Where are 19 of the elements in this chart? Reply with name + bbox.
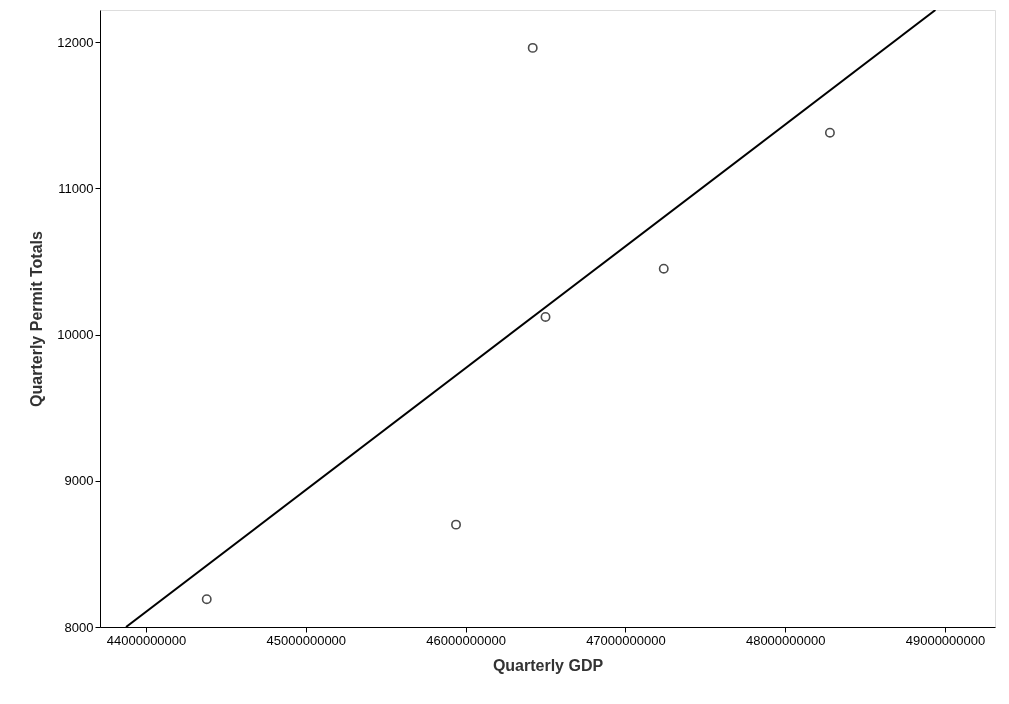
y-tick-label: 9000: [64, 473, 94, 489]
y-axis-title: Quarterly Permit Totals: [28, 231, 46, 407]
x-tick-label: 45000000000: [266, 632, 347, 648]
y-tick-label: 10000: [57, 327, 94, 343]
point: [658, 263, 669, 274]
y-tick-label: 12000: [57, 34, 94, 50]
point: [824, 127, 835, 138]
x-axis-title: Quarterly GDP: [492, 656, 604, 674]
x-tick-label: 48000000000: [745, 632, 826, 648]
x-tick-label: 44000000000: [106, 632, 187, 648]
y-tick-label: 8000: [64, 619, 94, 635]
x-tick-label: 47000000000: [586, 632, 666, 648]
point: [540, 311, 551, 322]
point: [451, 519, 461, 530]
y-tick-label: 11000: [58, 180, 94, 196]
point: [527, 42, 538, 53]
x-tick-label: 46000000000: [426, 632, 506, 648]
point: [201, 594, 212, 605]
x-tick-label: 49000000000: [905, 632, 986, 648]
